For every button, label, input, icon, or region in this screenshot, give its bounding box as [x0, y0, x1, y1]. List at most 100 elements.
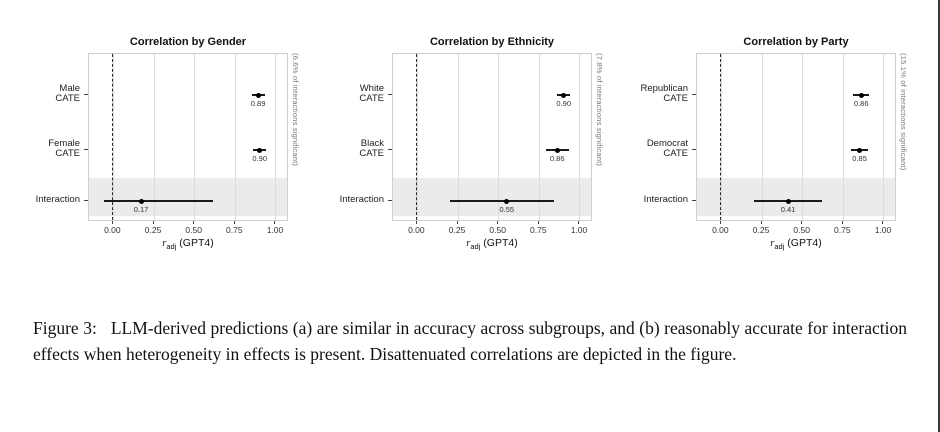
figure-caption-label: Figure 3: — [33, 318, 97, 339]
y-tick-mark — [84, 149, 88, 150]
chart-panel-party: Correlation by Party Republican CATE Democ… — [640, 36, 908, 251]
x-tick-label: 1.00 — [266, 225, 284, 235]
x-tick-label: 0.50 — [489, 225, 506, 235]
x-axis-ticks: 0.00 0.25 0.50 0.75 1.00 — [88, 221, 288, 237]
grid-line — [842, 54, 844, 220]
y-category-label-line: CATE — [55, 148, 80, 159]
y-tick-mark — [692, 94, 696, 95]
panel-title: Correlation by Ethnicity — [429, 36, 555, 48]
zero-reference-line — [112, 54, 114, 220]
grid-line — [883, 54, 885, 220]
grid-line — [194, 54, 196, 220]
figure-caption-text: LLM-derived predictions (a) are similar … — [33, 318, 907, 365]
side-annotation: (6.6% of interactions significant) — [291, 53, 300, 167]
value-label: 0.17 — [133, 205, 149, 214]
x-tick-mark — [274, 221, 276, 224]
y-category-label: Black CATE — [359, 137, 384, 160]
x-axis-subscript: adj — [774, 242, 785, 252]
y-tick-mark — [388, 149, 392, 150]
x-tick-label: 0.75 — [834, 225, 851, 235]
x-axis-symbol: r — [466, 238, 471, 249]
data-point — [257, 147, 263, 153]
y-category-label: Democrat CATE — [647, 138, 688, 160]
y-category-label: Female CATE — [48, 137, 80, 160]
x-tick-label: 0.00 — [408, 225, 425, 235]
x-axis-subscript: adj — [470, 242, 481, 252]
grid-line — [457, 54, 459, 220]
highlight-band — [697, 178, 895, 216]
value-label: 0.41 — [780, 205, 796, 214]
x-tick-mark — [719, 221, 721, 224]
y-tick-mark — [692, 200, 696, 201]
value-label: 0.86 — [853, 99, 869, 108]
grid-line — [720, 54, 722, 220]
y-category-label-line: Republican — [640, 82, 688, 94]
x-tick-label: 0.25 — [448, 225, 466, 235]
data-point — [785, 198, 791, 204]
y-axis-labels: Republican CATE Democrat CATE Interaction — [640, 53, 696, 221]
y-category-label-line: Male — [59, 82, 80, 94]
plot-area: 0.90 0.86 0.55 — [392, 53, 592, 221]
y-category-label-line: Black — [360, 137, 384, 149]
data-point — [255, 92, 261, 98]
data-point — [561, 92, 567, 98]
plot-row: Republican CATE Democrat CATE Interaction 0.… — [640, 53, 908, 221]
x-tick-label: 1.00 — [874, 225, 892, 235]
plot-area: 0.89 0.90 0.17 — [88, 53, 288, 221]
y-category-label: Interaction — [36, 194, 80, 206]
figure-panels: Correlation by Gender Male CATE Female CATE… — [32, 36, 908, 251]
y-tick-mark — [692, 149, 696, 150]
plot-row: Male CATE Female CATE Interaction 0.89 0.90 0.… — [32, 53, 300, 221]
zero-reference-line — [416, 54, 418, 220]
x-axis-rest: (GPT4) — [176, 237, 214, 249]
x-tick-mark — [882, 221, 884, 224]
x-tick-mark — [415, 221, 417, 224]
figure-caption: Figure 3: LLM-derived predictions (a) are… — [33, 315, 907, 368]
x-tick-mark — [841, 221, 843, 224]
x-tick-mark — [801, 221, 803, 224]
value-label: 0.86 — [549, 154, 565, 163]
x-axis-rest: (GPT4) — [480, 237, 518, 249]
x-axis-label: radj (GPT4) — [88, 237, 288, 251]
highlight-band — [89, 178, 287, 216]
page-edge-line — [938, 0, 940, 432]
x-tick-mark — [193, 221, 195, 224]
grid-line — [761, 54, 763, 220]
x-tick-label: 0.75 — [530, 225, 547, 235]
y-tick-mark — [388, 200, 392, 201]
y-category-label: White CATE — [359, 82, 384, 105]
y-category-label: Interaction — [340, 194, 384, 206]
value-label: 0.89 — [250, 99, 266, 108]
grid-line — [416, 54, 418, 220]
x-tick-label: 1.00 — [570, 225, 588, 235]
chart-panel-ethnicity: Correlation by Ethnicity White CATE Black C… — [336, 36, 604, 251]
zero-reference-line — [720, 54, 722, 220]
x-tick-mark — [760, 221, 762, 224]
y-category-label-line: CATE — [359, 93, 384, 104]
y-tick-mark — [388, 94, 392, 95]
y-category-label-line: Interaction — [643, 193, 688, 205]
x-axis-ticks: 0.00 0.25 0.50 0.75 1.00 — [392, 221, 592, 237]
x-axis-subscript: adj — [166, 242, 177, 252]
x-tick-label: 0.75 — [226, 225, 243, 235]
side-annotation: (15.1% of interactions significant) — [899, 53, 908, 171]
y-category-label-line: White — [359, 82, 384, 94]
x-axis-symbol: r — [162, 238, 167, 249]
x-tick-label: 0.50 — [185, 225, 202, 235]
y-category-label-line: Female — [48, 137, 80, 149]
x-tick-label: 0.25 — [144, 225, 162, 235]
y-category-label-line: CATE — [663, 148, 688, 159]
x-axis-symbol: r — [770, 238, 775, 249]
data-point — [504, 198, 510, 204]
y-category-label: Republican CATE — [640, 82, 688, 105]
x-tick-label: 0.00 — [712, 225, 729, 235]
grid-line — [498, 54, 500, 220]
value-label: 0.55 — [499, 205, 515, 214]
error-bar — [449, 200, 554, 202]
chart-panel-gender: Correlation by Gender Male CATE Female CATE… — [32, 36, 300, 251]
y-tick-mark — [84, 200, 88, 201]
y-category-label: Interaction — [643, 193, 688, 206]
x-tick-mark — [497, 221, 499, 224]
y-axis-labels: Male CATE Female CATE Interaction — [32, 53, 88, 221]
